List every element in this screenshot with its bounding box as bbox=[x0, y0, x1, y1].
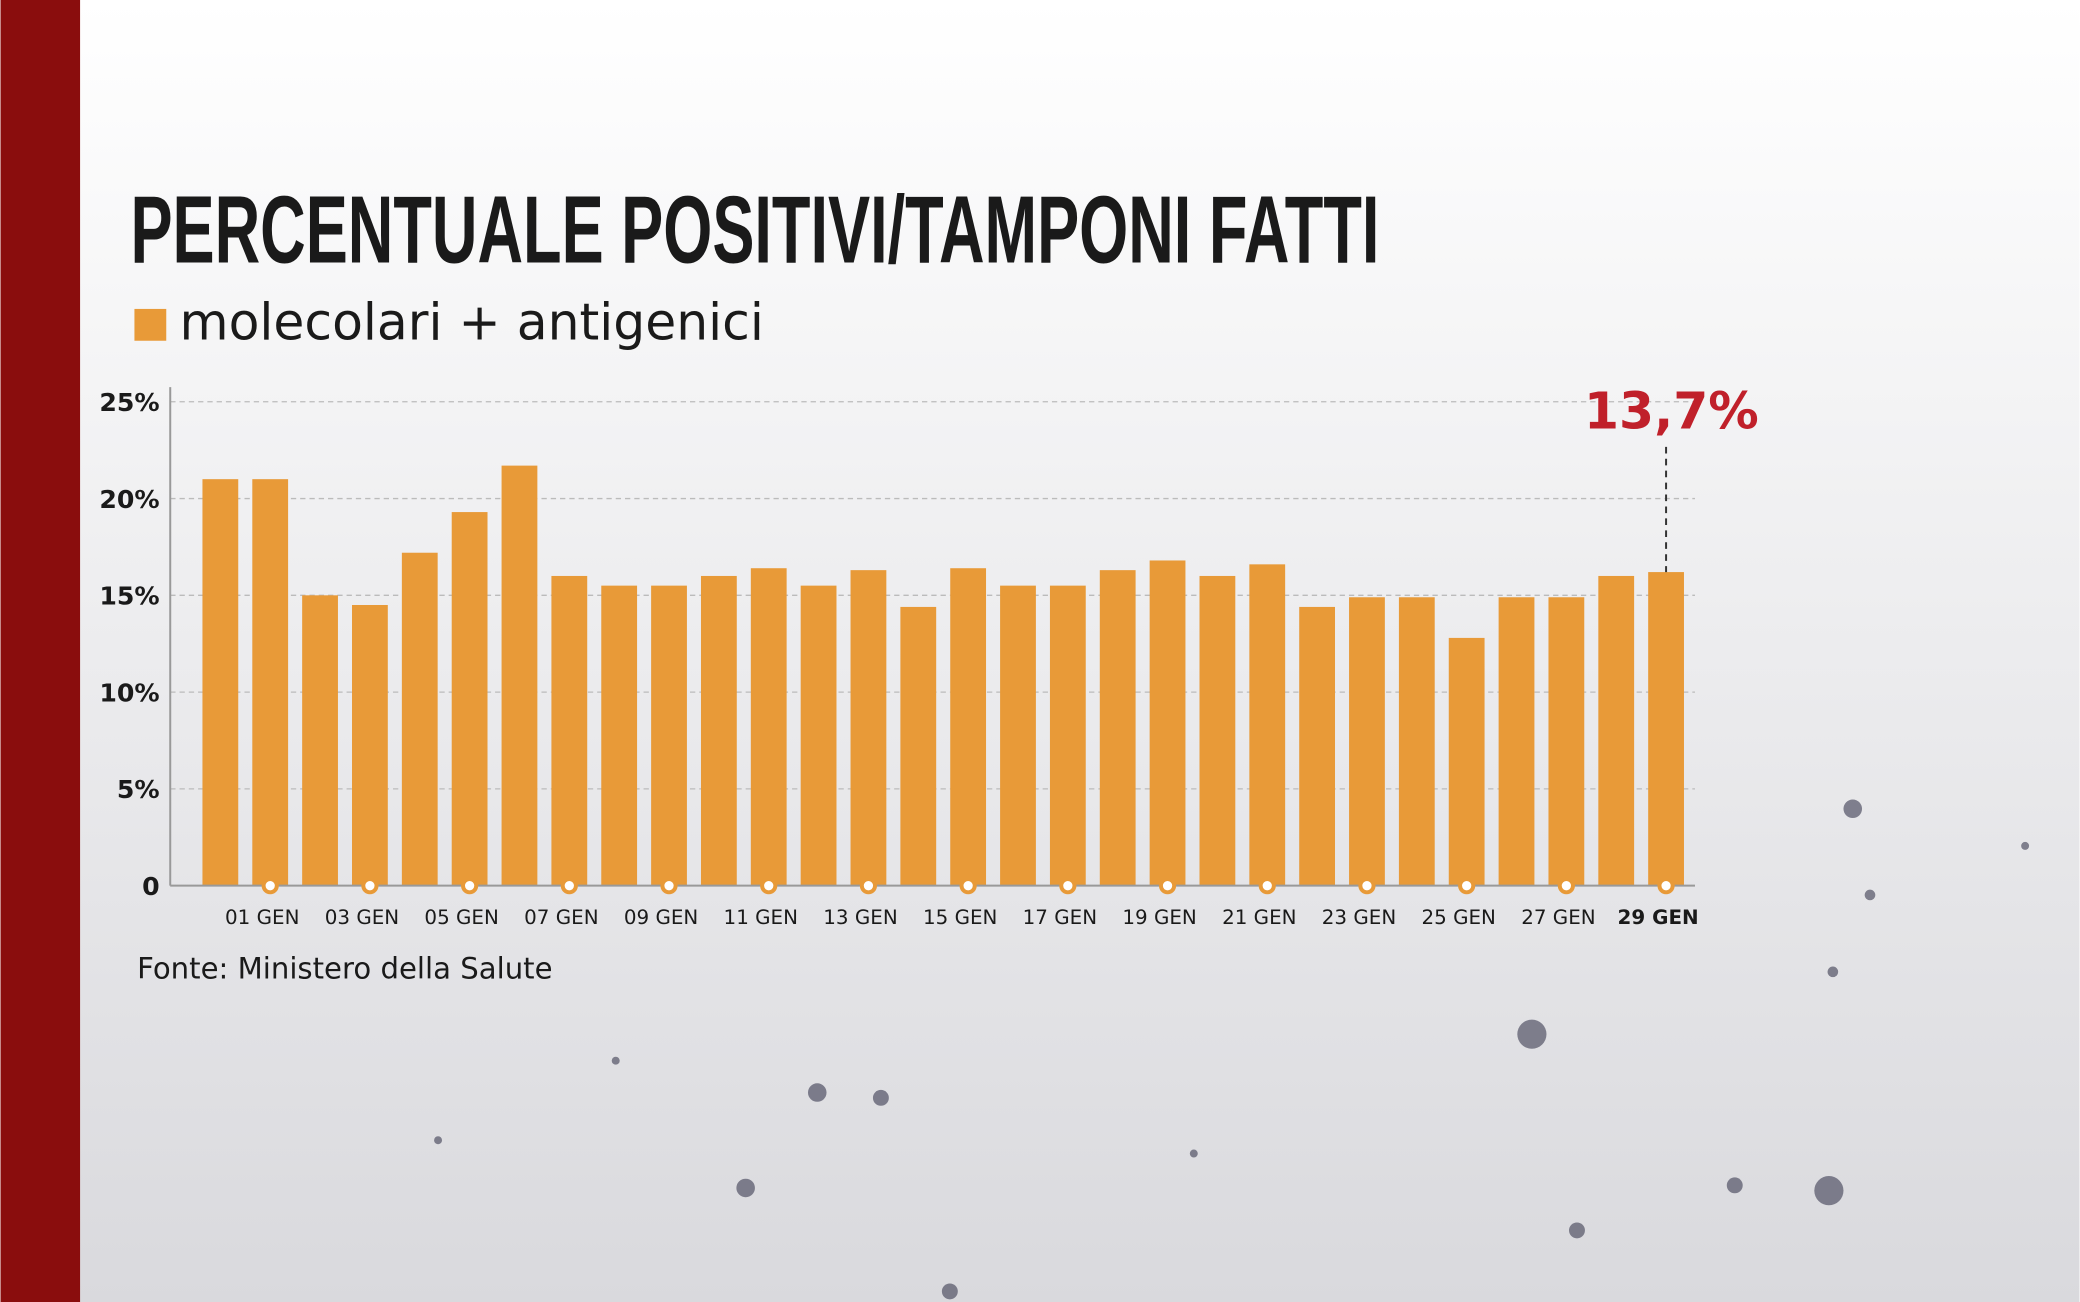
bar bbox=[1548, 597, 1585, 886]
x-marker bbox=[959, 877, 977, 895]
bar bbox=[1648, 572, 1684, 886]
bar bbox=[1349, 597, 1385, 886]
bar bbox=[750, 568, 787, 886]
x-tick-label: 11 GEN bbox=[724, 906, 798, 929]
bar bbox=[302, 595, 338, 886]
bar bbox=[1448, 637, 1485, 886]
x-marker bbox=[1657, 877, 1675, 895]
y-tick-label: 5% bbox=[117, 775, 160, 804]
bar bbox=[401, 552, 438, 886]
bar bbox=[900, 606, 937, 886]
bar bbox=[252, 479, 289, 886]
y-tick-label: 0 bbox=[142, 872, 160, 901]
chart-title: PERCENTUALE POSITIVI/TAMPONI FATTI bbox=[130, 178, 1379, 284]
bar bbox=[1299, 606, 1336, 886]
x-marker bbox=[361, 877, 379, 895]
bar bbox=[1249, 564, 1286, 886]
bar bbox=[451, 512, 488, 886]
legend-swatch bbox=[134, 308, 167, 341]
y-tick-label: 15% bbox=[99, 582, 159, 611]
x-marker bbox=[660, 877, 678, 895]
bar bbox=[551, 575, 588, 886]
bar bbox=[601, 585, 638, 886]
x-tick-label: 27 GEN bbox=[1521, 906, 1595, 929]
bar bbox=[1049, 585, 1086, 886]
bar bbox=[352, 604, 388, 886]
x-marker bbox=[859, 877, 878, 895]
x-tick-label: 09 GEN bbox=[624, 906, 698, 929]
annotation: 13,7% bbox=[1584, 381, 1759, 440]
bar bbox=[800, 585, 837, 886]
bar bbox=[651, 585, 687, 886]
x-tick-label: 25 GEN bbox=[1421, 906, 1495, 929]
y-tick-label: 25% bbox=[99, 388, 159, 417]
x-tick-label: 23 GEN bbox=[1322, 906, 1396, 929]
x-marker bbox=[1557, 877, 1575, 895]
x-tick-label: 21 GEN bbox=[1222, 906, 1296, 929]
x-marker bbox=[1458, 877, 1476, 895]
bar bbox=[1149, 560, 1186, 886]
x-marker bbox=[1258, 877, 1276, 895]
bar bbox=[850, 570, 887, 886]
bar bbox=[700, 575, 737, 886]
x-tick-label: 17 GEN bbox=[1023, 906, 1097, 929]
bar bbox=[1598, 575, 1635, 886]
x-tick-label: 19 GEN bbox=[1122, 906, 1196, 929]
x-tick-label: 29 GEN bbox=[1618, 906, 1699, 929]
bar bbox=[1000, 585, 1036, 886]
bar bbox=[501, 465, 538, 886]
x-marker bbox=[760, 877, 778, 895]
bar bbox=[1398, 597, 1435, 886]
x-marker bbox=[460, 877, 479, 895]
x-tick-label: 03 GEN bbox=[325, 906, 399, 929]
y-tick-label: 20% bbox=[99, 485, 159, 514]
bar bbox=[1199, 575, 1236, 886]
x-marker bbox=[1358, 877, 1376, 895]
x-tick-label: 05 GEN bbox=[424, 906, 498, 929]
x-tick-label: 01 GEN bbox=[225, 906, 299, 929]
bar bbox=[950, 568, 987, 886]
x-tick-label: 07 GEN bbox=[524, 906, 598, 929]
x-tick-label: 15 GEN bbox=[923, 906, 997, 929]
source: Fonte: Ministero della Salute bbox=[137, 951, 552, 985]
bar bbox=[202, 479, 239, 886]
side-band bbox=[0, 0, 81, 1302]
y-tick-label: 10% bbox=[99, 678, 159, 707]
bar bbox=[1498, 597, 1535, 886]
x-marker bbox=[1059, 877, 1077, 895]
x-marker bbox=[1158, 877, 1177, 895]
x-tick-label: 13 GEN bbox=[823, 906, 897, 929]
x-marker bbox=[261, 877, 279, 895]
bar bbox=[1099, 570, 1136, 886]
x-marker bbox=[560, 877, 578, 895]
legend-label: molecolari + antigenici bbox=[180, 292, 764, 351]
decor-dots bbox=[434, 799, 2030, 1300]
